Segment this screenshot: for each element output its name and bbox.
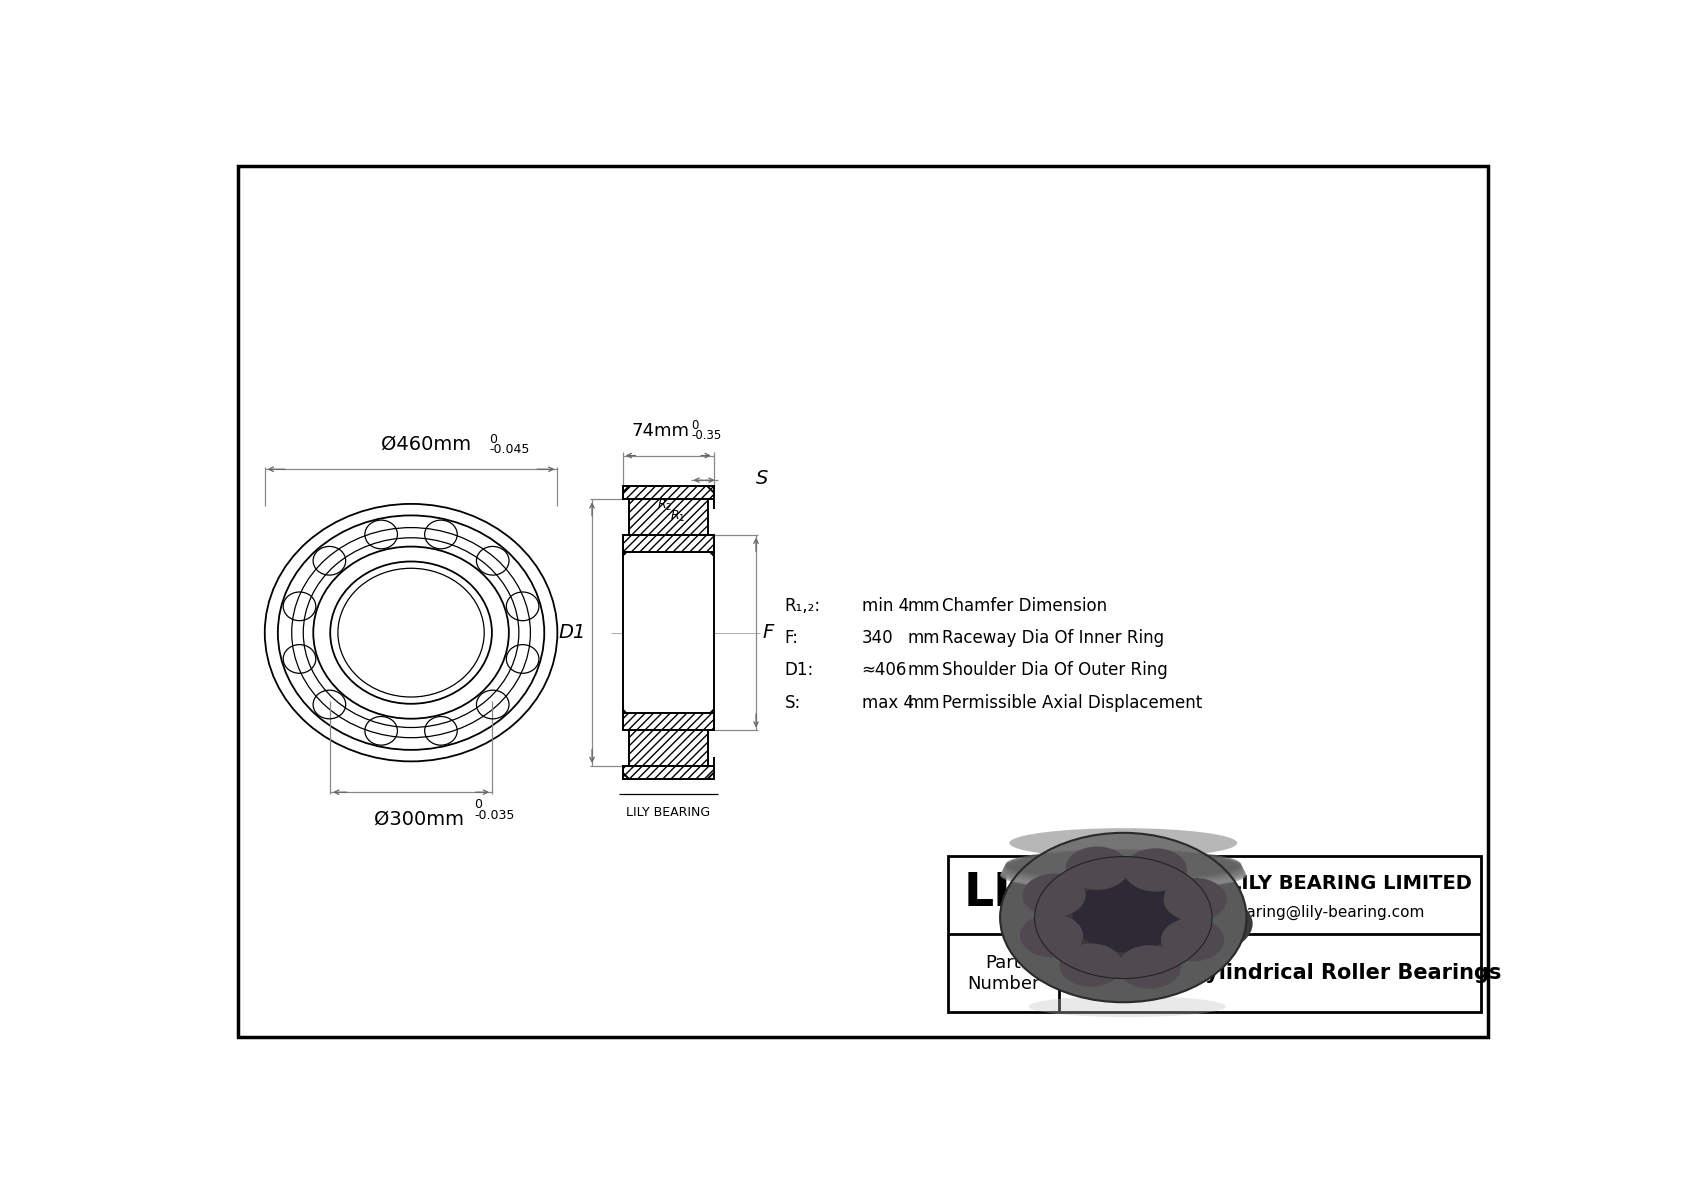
Ellipse shape [1004, 854, 1243, 884]
Ellipse shape [1021, 913, 1083, 958]
Ellipse shape [1029, 996, 1226, 1017]
Text: S: S [756, 469, 768, 488]
Bar [623, 766, 714, 779]
Text: mm: mm [908, 693, 940, 712]
Ellipse shape [1123, 848, 1187, 892]
Ellipse shape [1059, 943, 1123, 987]
Text: F:: F: [785, 629, 798, 647]
Ellipse shape [1074, 880, 1179, 950]
Bar [623, 486, 714, 499]
Text: Ø300mm: Ø300mm [374, 809, 463, 828]
Ellipse shape [1002, 855, 1244, 886]
Ellipse shape [1005, 850, 1241, 881]
Text: mm: mm [908, 597, 940, 615]
Text: Chamfer Dimension: Chamfer Dimension [943, 597, 1108, 615]
Bar [623, 486, 714, 499]
Ellipse shape [1160, 918, 1224, 961]
Text: -0.045: -0.045 [490, 443, 530, 456]
Text: ≈406: ≈406 [862, 661, 908, 679]
Text: Part
Number: Part Number [967, 954, 1039, 992]
Text: 0: 0 [692, 419, 699, 432]
Text: SHANGHAI LILY BEARING LIMITED: SHANGHAI LILY BEARING LIMITED [1106, 874, 1472, 893]
Ellipse shape [1046, 865, 1201, 971]
Bar [628, 499, 707, 535]
Ellipse shape [1022, 874, 1086, 917]
Text: min 4: min 4 [862, 597, 909, 615]
Text: LILY: LILY [963, 871, 1068, 916]
Text: 340: 340 [862, 629, 893, 647]
Ellipse shape [1041, 861, 1206, 974]
Bar [948, 856, 1482, 1012]
Bar [628, 499, 707, 535]
Text: Raceway Dia Of Inner Ring: Raceway Dia Of Inner Ring [943, 629, 1164, 647]
Ellipse shape [1118, 946, 1180, 989]
Text: Email: lilybearing@lily-bearing.com: Email: lilybearing@lily-bearing.com [1154, 905, 1425, 919]
Text: mm: mm [908, 661, 940, 679]
Text: LILY BEARING: LILY BEARING [626, 806, 711, 819]
Bar [628, 730, 707, 766]
Ellipse shape [1073, 880, 1179, 953]
Ellipse shape [1034, 856, 1212, 979]
Ellipse shape [1066, 847, 1128, 890]
Ellipse shape [1000, 860, 1246, 891]
Ellipse shape [1000, 859, 1246, 888]
Ellipse shape [1000, 833, 1246, 1003]
Text: NU 1060 MA Cylindrical Roller Bearings: NU 1060 MA Cylindrical Roller Bearings [1039, 964, 1502, 984]
Ellipse shape [1164, 878, 1226, 922]
Ellipse shape [1049, 867, 1197, 968]
Text: max 4: max 4 [862, 693, 913, 712]
Text: -0.35: -0.35 [692, 430, 721, 442]
Bar [623, 766, 714, 779]
Bar [623, 535, 714, 551]
Text: S:: S: [785, 693, 802, 712]
Text: -0.035: -0.035 [475, 809, 515, 822]
Bar [623, 535, 714, 551]
Text: Ø460mm: Ø460mm [381, 435, 472, 454]
Bar [628, 730, 707, 766]
Text: D1: D1 [559, 623, 586, 642]
Text: Shoulder Dia Of Outer Ring: Shoulder Dia Of Outer Ring [943, 661, 1169, 679]
Text: 0: 0 [475, 798, 482, 811]
Text: $R_1$: $R_1$ [670, 509, 685, 524]
Ellipse shape [1009, 828, 1238, 858]
Bar [623, 713, 714, 730]
Text: D1:: D1: [785, 661, 813, 679]
Text: 0: 0 [490, 434, 497, 447]
Text: R₁,₂:: R₁,₂: [785, 597, 820, 615]
Bar [623, 713, 714, 730]
Text: $R_2$: $R_2$ [657, 498, 672, 513]
Ellipse shape [1007, 877, 1253, 971]
Text: ®: ® [1054, 868, 1071, 886]
Ellipse shape [1005, 849, 1241, 880]
Text: 74mm: 74mm [632, 422, 689, 441]
Ellipse shape [1004, 853, 1243, 883]
Text: mm: mm [908, 629, 940, 647]
Bar [623, 551, 714, 713]
Text: F: F [763, 623, 773, 642]
Text: Permissible Axial Displacement: Permissible Axial Displacement [943, 693, 1202, 712]
Ellipse shape [1002, 856, 1244, 887]
